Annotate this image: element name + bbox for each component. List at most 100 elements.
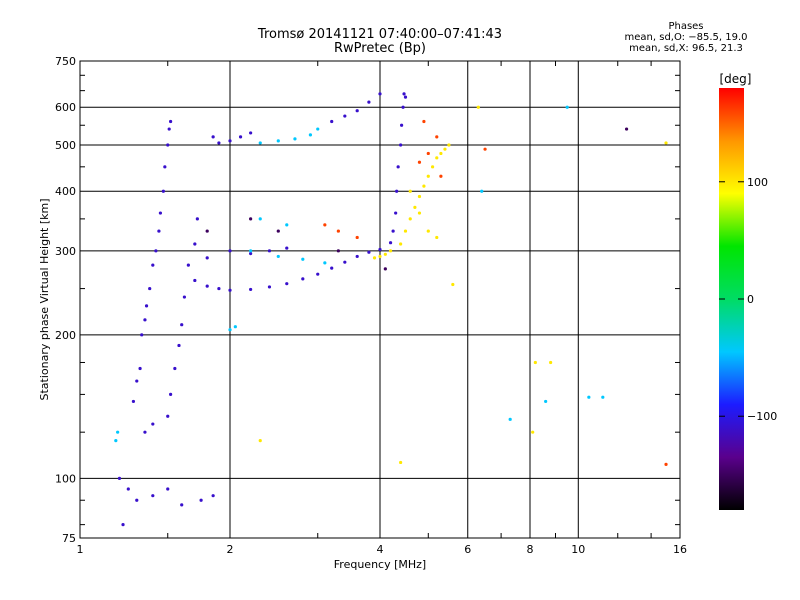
x-tick-label: 10 xyxy=(571,543,585,556)
data-point xyxy=(533,360,537,365)
data-point xyxy=(426,151,430,156)
data-point xyxy=(394,211,398,215)
phase-stats-heading: Phases xyxy=(668,21,704,32)
data-point xyxy=(388,249,393,253)
data-point xyxy=(664,462,668,466)
data-point xyxy=(395,189,399,193)
x-tick-label: 6 xyxy=(464,543,471,556)
data-point xyxy=(624,127,629,131)
data-point xyxy=(430,165,435,169)
colorbar-label: [deg] xyxy=(720,72,752,86)
data-point xyxy=(267,249,272,253)
data-point xyxy=(435,156,439,160)
x-tick-label: 1 xyxy=(77,543,84,556)
data-point xyxy=(135,498,139,502)
data-point xyxy=(408,217,412,221)
data-point xyxy=(135,379,139,383)
data-point xyxy=(367,250,371,254)
data-point xyxy=(148,286,152,291)
data-point xyxy=(422,119,426,124)
phase-stats-x-mode: mean, sd,X: 96.5, 21.3 xyxy=(629,43,743,54)
data-point xyxy=(508,417,512,421)
data-point xyxy=(166,143,170,147)
data-point xyxy=(439,151,443,156)
data-point xyxy=(399,242,403,246)
data-point xyxy=(158,211,163,215)
data-point xyxy=(180,503,184,507)
data-point xyxy=(316,272,320,276)
data-point xyxy=(205,284,209,288)
data-point xyxy=(549,360,553,365)
data-point xyxy=(249,251,253,256)
data-point xyxy=(399,143,403,147)
y-tick-label: 200 xyxy=(55,329,76,342)
chart-title: Tromsø 20141121 07:40:00–07:41:43 xyxy=(257,27,503,42)
data-point xyxy=(388,241,393,245)
data-point xyxy=(205,256,209,260)
chart-subtitle: RwPretec (Bp) xyxy=(333,41,427,56)
data-point xyxy=(336,249,340,253)
data-point xyxy=(228,249,232,253)
data-point xyxy=(276,229,280,233)
data-point xyxy=(249,217,253,221)
data-point xyxy=(249,249,253,253)
data-point xyxy=(330,119,334,124)
y-tick-label: 600 xyxy=(55,101,76,114)
data-point xyxy=(154,249,158,253)
data-point xyxy=(166,414,170,418)
x-tick-label: 4 xyxy=(377,543,384,556)
data-point xyxy=(400,123,404,127)
data-point xyxy=(121,523,125,527)
x-tick-label: 2 xyxy=(227,543,234,556)
data-point xyxy=(451,282,455,287)
data-point xyxy=(439,174,443,178)
data-point xyxy=(417,211,422,215)
data-point xyxy=(378,247,382,252)
data-point xyxy=(391,229,395,233)
data-point xyxy=(435,135,439,139)
data-point xyxy=(401,105,405,109)
x-axis-label: Frequency [MHz] xyxy=(334,558,426,571)
data-point xyxy=(131,399,136,404)
x-tick-label: 8 xyxy=(527,543,534,556)
colorbar-tick-label: 0 xyxy=(747,293,754,306)
data-point xyxy=(403,95,408,99)
y-tick-label: 750 xyxy=(55,55,76,68)
data-point xyxy=(664,141,668,145)
data-point xyxy=(483,147,487,151)
data-point xyxy=(228,139,232,143)
data-point xyxy=(336,229,340,233)
data-point xyxy=(426,229,430,233)
phase-stats-o-mode: mean, sd,O: −85.5, 19.0 xyxy=(624,32,748,43)
data-point xyxy=(193,278,197,283)
data-point xyxy=(435,235,439,240)
data-point xyxy=(308,133,313,137)
data-point xyxy=(601,395,605,399)
data-point xyxy=(116,430,120,434)
data-point xyxy=(301,257,305,261)
y-tick-label: 300 xyxy=(55,245,76,258)
data-point xyxy=(233,325,237,329)
data-point xyxy=(443,147,447,151)
data-point xyxy=(383,252,387,256)
data-point xyxy=(447,143,451,147)
y-tick-label: 100 xyxy=(55,472,76,485)
data-point xyxy=(355,254,359,259)
data-point xyxy=(301,277,305,281)
data-point xyxy=(402,92,406,96)
data-point xyxy=(276,254,280,259)
data-point xyxy=(249,131,253,135)
data-point xyxy=(151,494,155,498)
data-point xyxy=(372,256,377,260)
data-point xyxy=(367,100,371,104)
data-point xyxy=(195,217,199,221)
data-point xyxy=(531,430,535,434)
data-point xyxy=(217,286,221,291)
data-point xyxy=(399,460,403,465)
data-point xyxy=(186,263,190,267)
data-point xyxy=(293,137,297,141)
data-point xyxy=(476,105,480,109)
data-point xyxy=(316,127,320,131)
